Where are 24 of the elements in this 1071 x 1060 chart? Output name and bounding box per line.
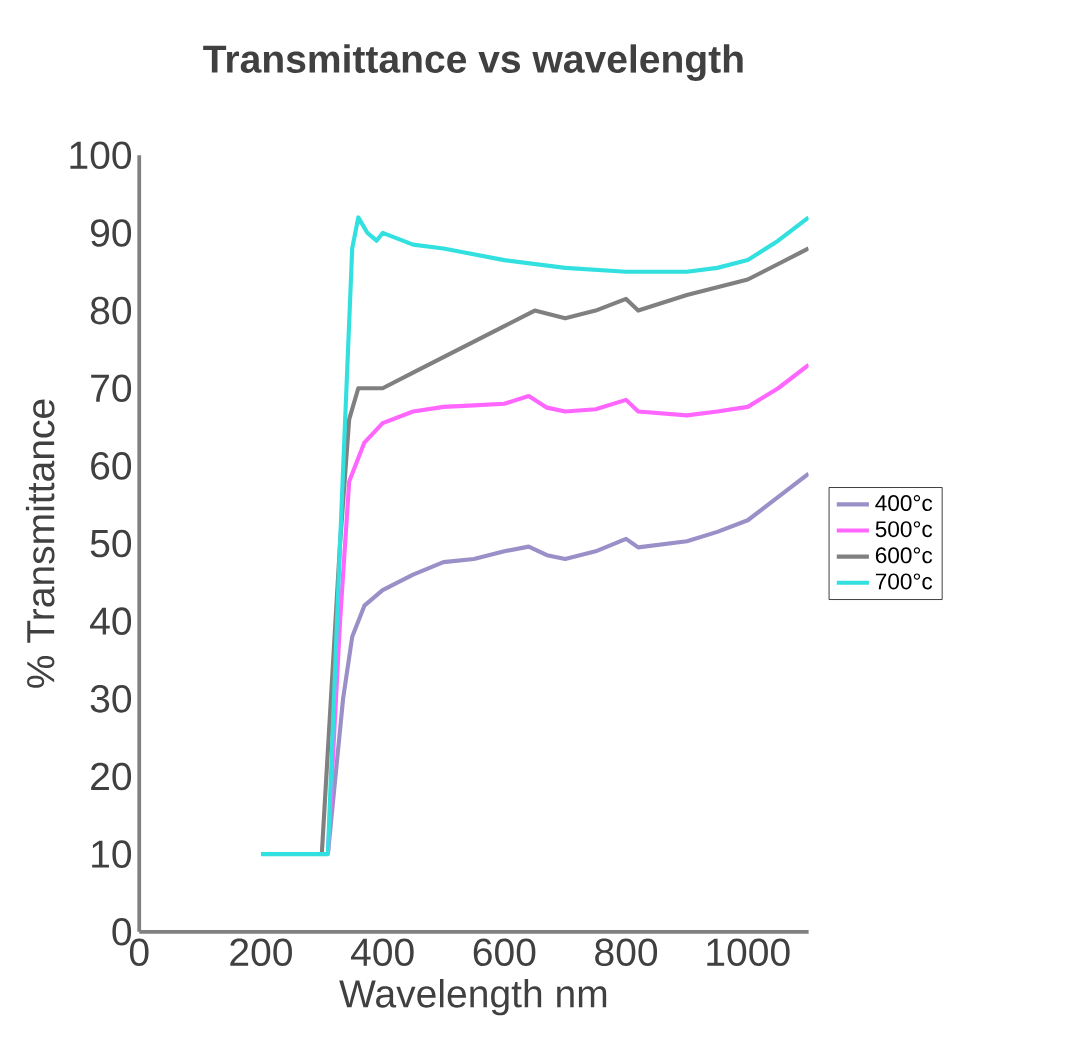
y-tick-label: 90 <box>90 218 132 247</box>
x-axis-title: Wavelength nm <box>339 978 607 1016</box>
x-tick-label: 1000 <box>707 938 790 966</box>
y-tick-label: 70 <box>91 374 132 402</box>
x-tick-label: 400 <box>350 938 414 966</box>
legend-label: 500°c <box>875 521 933 538</box>
legend-label: 700°c <box>875 573 933 590</box>
x-tick-label: 600 <box>473 938 536 966</box>
y-tick-label: 20 <box>91 762 132 791</box>
y-tick-label: 0 <box>112 917 132 946</box>
x-tick-label: 0 <box>129 938 149 966</box>
chart-title: Transmittance vs wavelength <box>203 44 743 81</box>
legend-label: 400°c <box>875 494 933 511</box>
y-tick-label: 40 <box>90 607 132 635</box>
x-tick-label: 800 <box>595 938 658 966</box>
y-tick-label: 60 <box>91 451 132 480</box>
y-tick-label: 50 <box>90 529 132 558</box>
x-tick-label: 200 <box>230 938 292 966</box>
y-tick-label: 10 <box>92 840 132 868</box>
legend-label: 600°c <box>875 547 933 564</box>
y-tick-label: 30 <box>90 684 132 713</box>
y-axis-title: % Transmittance <box>25 399 55 688</box>
y-tick-label: 100 <box>70 141 132 169</box>
y-tick-label: 80 <box>90 296 132 325</box>
